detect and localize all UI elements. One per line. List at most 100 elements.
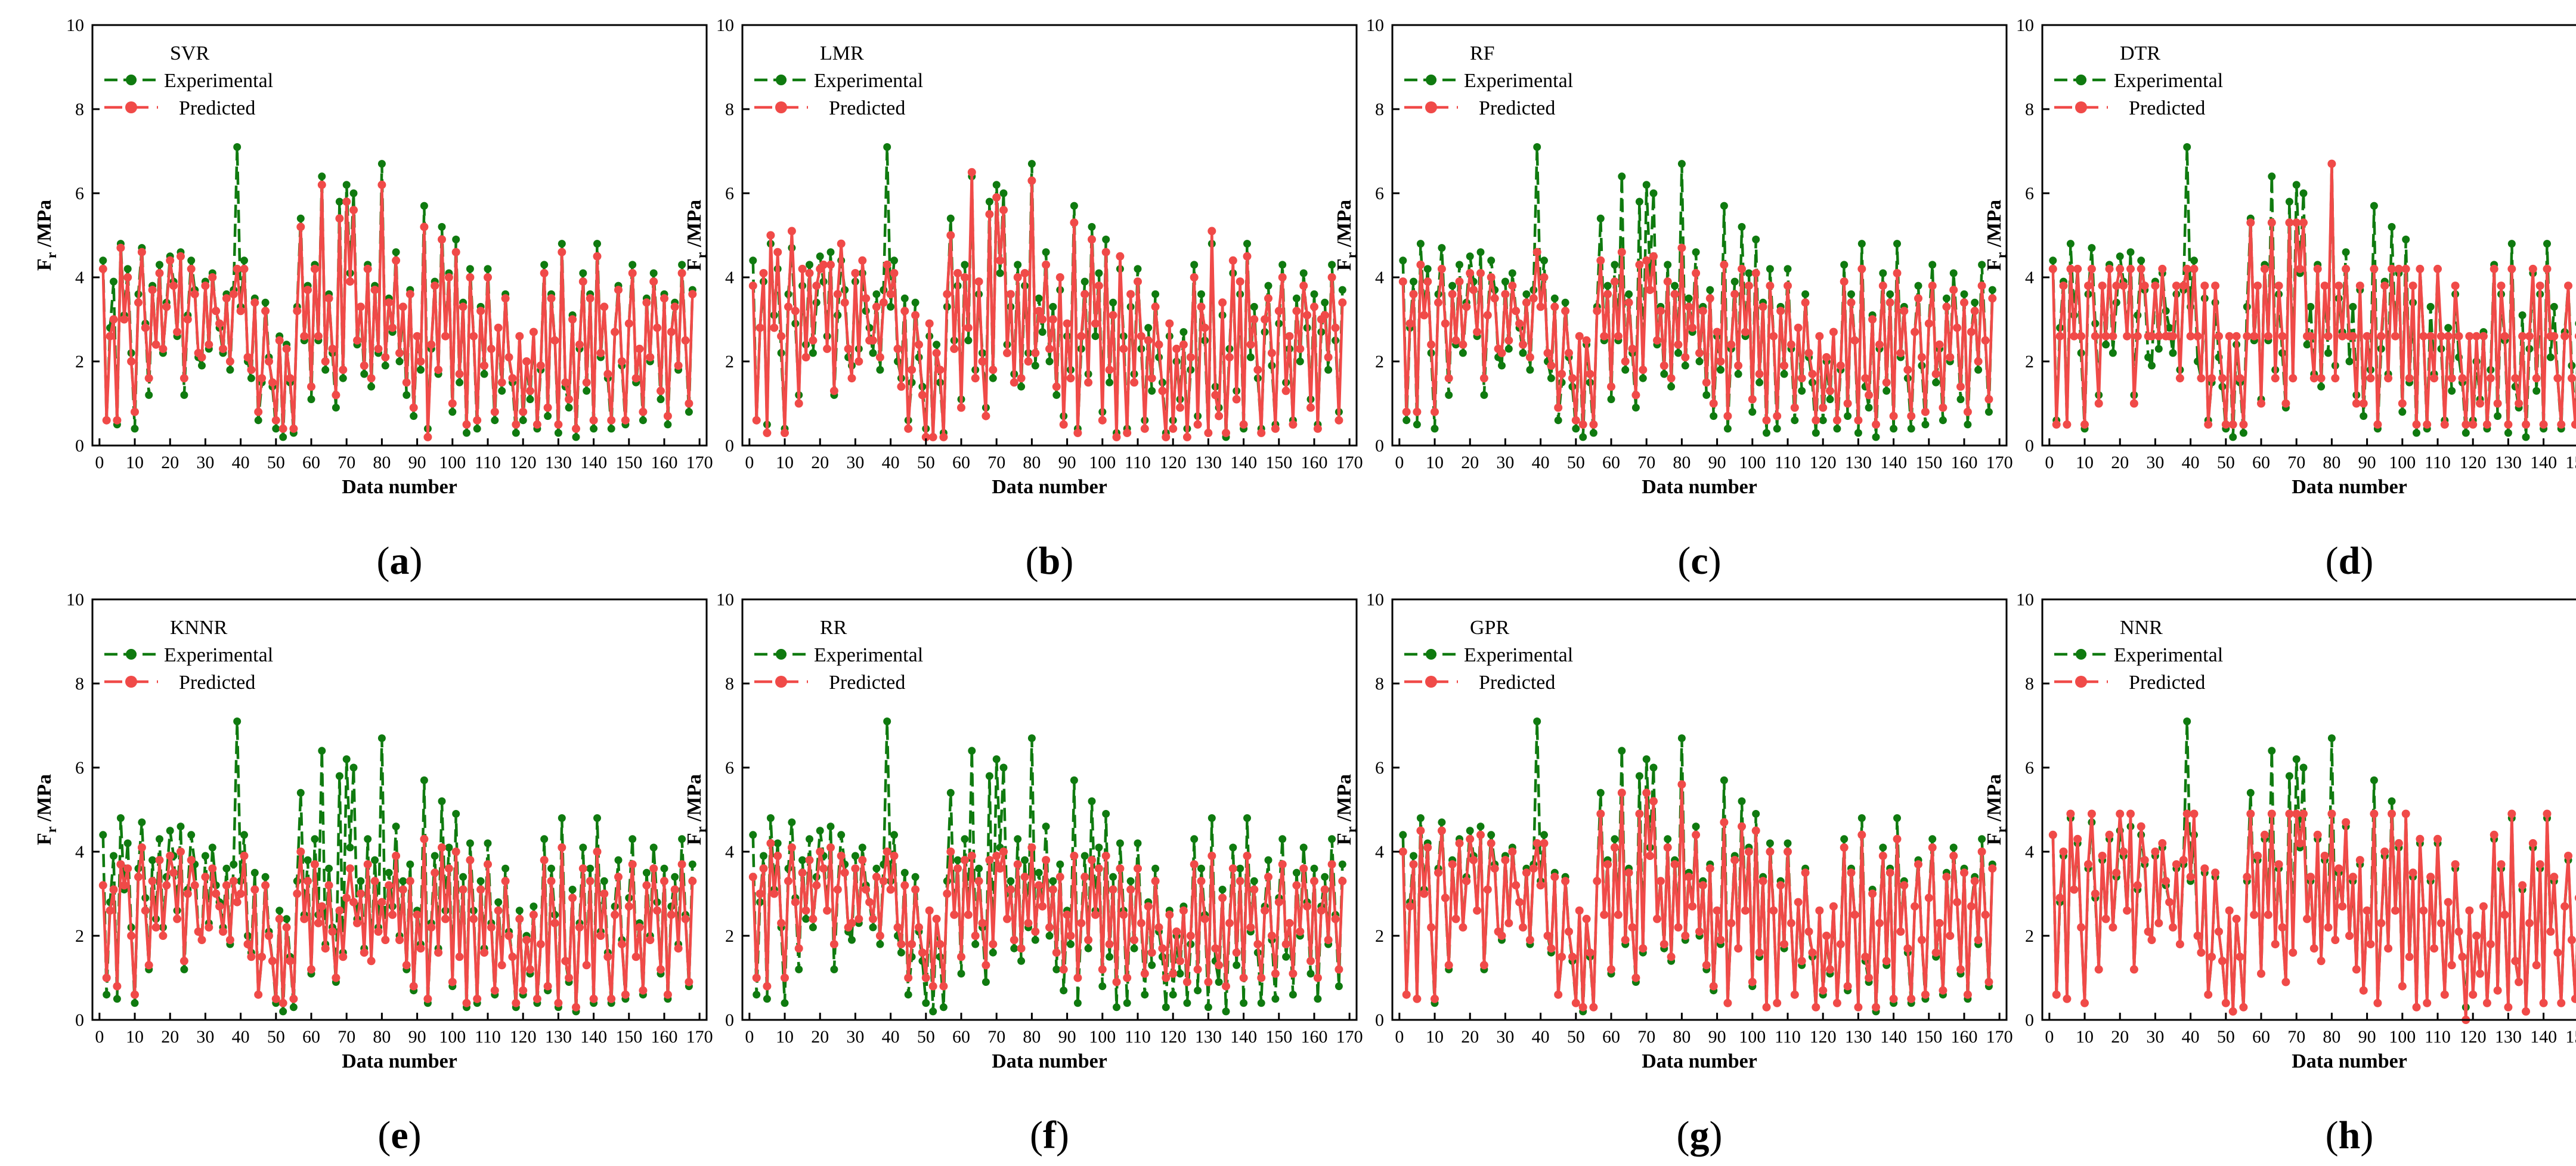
data-point: [890, 269, 899, 277]
data-point: [1278, 261, 1287, 269]
data-point: [289, 1003, 298, 1012]
data-point: [1292, 881, 1301, 890]
data-point: [1233, 961, 1241, 969]
data-point: [1479, 961, 1488, 970]
data-point: [649, 269, 658, 277]
data-point: [1098, 965, 1107, 974]
data-point: [1681, 932, 1690, 940]
data-point: [1819, 986, 1828, 995]
data-point: [1176, 403, 1184, 412]
data-point: [837, 239, 846, 248]
data-point: [2497, 860, 2506, 869]
data-point: [342, 893, 351, 902]
data-point: [1702, 378, 1711, 387]
plot-frame: [741, 598, 1358, 1021]
data-point: [1893, 834, 1902, 843]
x-tick-label: 80: [373, 453, 391, 472]
x-tick-label: 70: [2287, 453, 2305, 472]
x-tick-label: 70: [987, 1027, 1005, 1047]
data-point: [688, 860, 696, 868]
data-point: [1857, 240, 1866, 248]
data-point: [1109, 873, 1117, 881]
data-point: [875, 932, 884, 940]
data-point: [2182, 264, 2191, 273]
data-point: [335, 197, 343, 206]
panel-label: (d): [2326, 539, 2374, 583]
data-point: [2546, 927, 2555, 936]
data-point: [1399, 256, 1407, 265]
data-point: [1702, 961, 1711, 970]
x-tick-label: 120: [1160, 1027, 1187, 1047]
data-point: [2543, 264, 2552, 273]
data-point: [1512, 881, 1521, 890]
data-point: [286, 374, 295, 383]
data-point: [1713, 906, 1722, 915]
data-point: [1094, 864, 1103, 873]
data-point: [1469, 856, 1478, 865]
data-point: [466, 839, 474, 848]
data-point: [1826, 386, 1834, 395]
y-tick-label: 10: [2016, 590, 2034, 610]
data-point: [1883, 386, 1891, 395]
data-point: [961, 261, 969, 269]
data-point: [1459, 349, 1467, 357]
data-point: [1723, 998, 1732, 1007]
data-point: [1445, 391, 1453, 399]
data-point: [398, 302, 407, 311]
y-tick-label: 4: [725, 842, 734, 862]
data-point: [1702, 391, 1711, 399]
data-point: [1169, 424, 1178, 433]
chart-panel-d: 0102030405060708090100110120130140150160…: [1983, 16, 2576, 583]
data-point: [766, 231, 775, 240]
data-point: [1070, 852, 1079, 860]
data-point: [1960, 290, 1968, 298]
data-point: [2299, 763, 2308, 772]
x-tick-label: 150: [1265, 453, 1292, 472]
data-point: [431, 852, 439, 860]
data-point: [992, 852, 1001, 860]
data-point: [1006, 290, 1015, 299]
panel-label: (c): [1677, 539, 1721, 583]
data-point: [1204, 978, 1213, 986]
data-point: [466, 265, 474, 273]
data-point: [1140, 424, 1149, 433]
data-point: [1483, 311, 1492, 320]
data-point: [1624, 868, 1633, 877]
data-point: [1596, 809, 1605, 818]
data-point: [1490, 294, 1499, 303]
data-point: [1885, 868, 1894, 877]
data-point: [1914, 294, 1922, 303]
data-point: [377, 898, 386, 907]
data-point: [2567, 936, 2576, 944]
data-point: [607, 416, 616, 425]
data-point: [2567, 374, 2576, 383]
data-point: [869, 914, 877, 923]
data-point: [759, 864, 768, 873]
data-point: [416, 357, 425, 366]
data-point: [1476, 248, 1485, 256]
data-point: [2267, 809, 2276, 818]
data-point: [2154, 918, 2163, 927]
data-point: [1685, 873, 1693, 882]
data-point: [2342, 248, 2350, 256]
data-point: [2225, 332, 2234, 341]
data-point: [2469, 990, 2478, 999]
data-point: [1310, 864, 1318, 873]
data-point: [1123, 973, 1132, 982]
data-point: [381, 936, 390, 944]
data-point: [1327, 273, 1336, 282]
data-point: [385, 881, 394, 890]
data-point: [1324, 353, 1333, 361]
data-point: [985, 856, 994, 865]
data-point: [1060, 986, 1068, 995]
data-point: [1763, 429, 1770, 437]
data-point: [568, 886, 577, 893]
x-tick-label: 60: [1602, 1027, 1620, 1047]
data-point: [1243, 814, 1251, 822]
data-point: [1257, 999, 1265, 1007]
data-point: [1624, 298, 1633, 307]
data-point: [1200, 323, 1209, 332]
data-point: [1126, 885, 1135, 894]
data-point: [1066, 932, 1075, 940]
data-point: [829, 940, 838, 949]
